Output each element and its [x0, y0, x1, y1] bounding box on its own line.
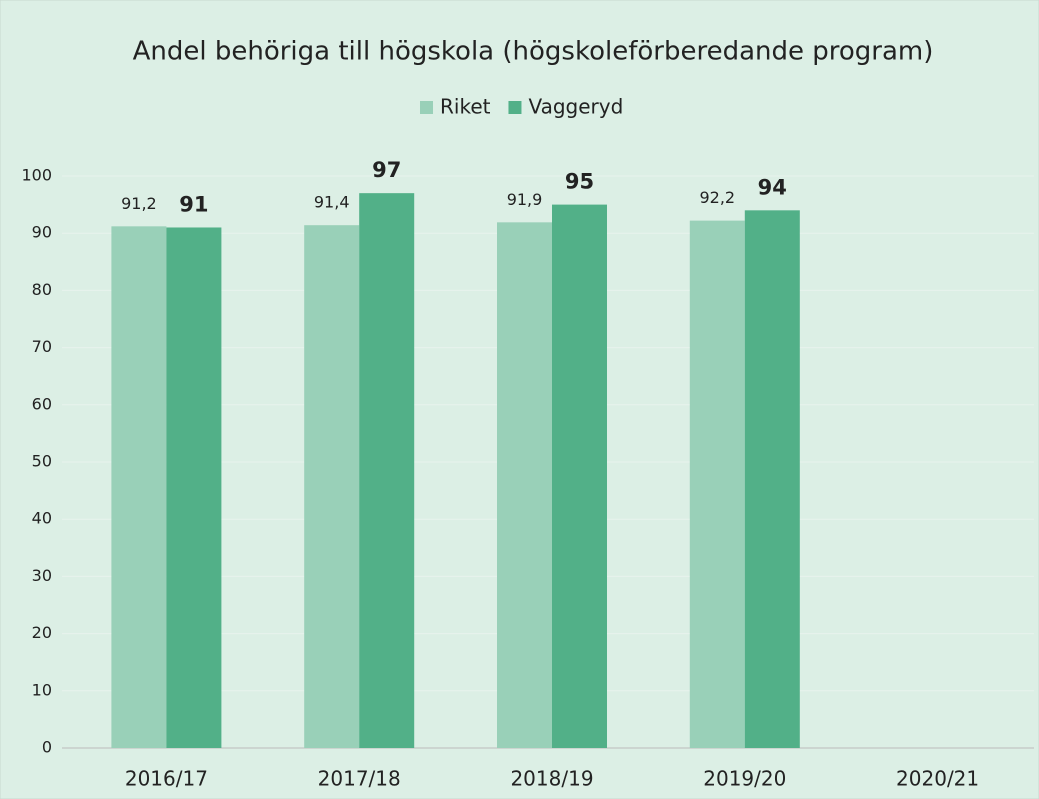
- legend-label: Riket: [440, 95, 491, 119]
- y-tick-label: 70: [32, 337, 52, 356]
- y-tick-label: 20: [32, 623, 52, 642]
- data-label: 91,2: [121, 194, 157, 213]
- y-tick-label: 50: [32, 452, 52, 471]
- data-label: 91,4: [314, 193, 350, 212]
- chart-title: Andel behöriga till högskola (högskolefö…: [133, 37, 934, 67]
- data-label: 91: [179, 192, 208, 216]
- y-tick-label: 80: [32, 280, 52, 299]
- data-label: 91,9: [507, 190, 543, 209]
- bar: [111, 226, 167, 748]
- legend-swatch: [420, 101, 433, 114]
- bar: [497, 222, 552, 748]
- data-label: 95: [565, 170, 594, 194]
- x-tick-label: 2018/19: [510, 767, 593, 791]
- bar: [552, 204, 607, 749]
- legend-label: Vaggeryd: [528, 95, 623, 119]
- x-tick-label: 2016/17: [125, 767, 208, 791]
- y-tick-label: 40: [32, 509, 52, 528]
- y-tick-label: 60: [32, 394, 52, 413]
- x-tick-label: 2020/21: [896, 767, 979, 791]
- data-label: 94: [758, 175, 787, 199]
- bar: [166, 227, 222, 749]
- bar: [744, 210, 800, 748]
- y-tick-label: 100: [21, 166, 52, 185]
- x-tick-label: 2017/18: [318, 767, 401, 791]
- data-label: 97: [372, 158, 401, 182]
- bar: [304, 225, 360, 748]
- y-tick-label: 10: [32, 680, 52, 699]
- legend-swatch: [508, 101, 522, 114]
- y-tick-label: 30: [32, 566, 52, 585]
- y-tick-label: 90: [32, 223, 52, 242]
- y-tick-label: 0: [42, 738, 52, 757]
- x-tick-label: 2019/20: [703, 767, 786, 791]
- data-label: 92,2: [699, 188, 735, 207]
- bar: [689, 220, 745, 749]
- bar: [359, 193, 415, 748]
